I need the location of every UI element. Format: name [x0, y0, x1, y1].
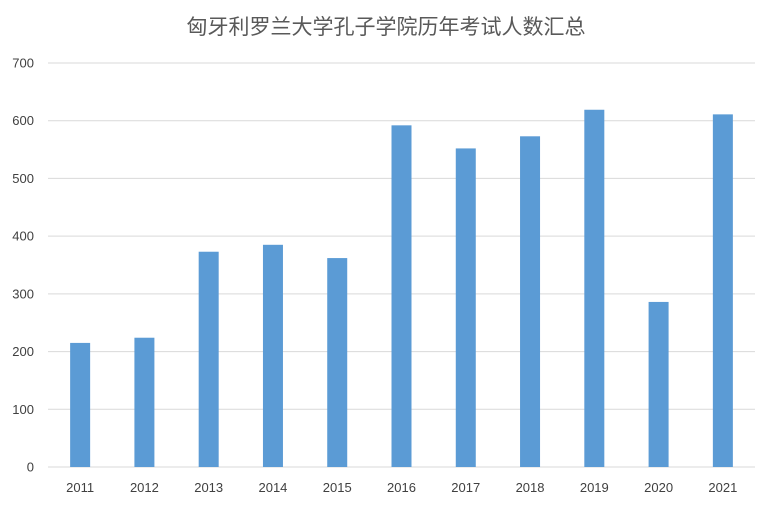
bar-2014 [262, 244, 283, 467]
y-axis-ticks: 0 100 200 300 400 500 600 700 [12, 56, 34, 475]
bar-2021 [712, 114, 733, 467]
y-tick-label: 700 [12, 56, 34, 71]
y-tick-label: 0 [27, 460, 34, 475]
y-tick-label: 100 [12, 402, 34, 417]
y-tick-label: 400 [12, 229, 34, 244]
x-tick-label: 2019 [580, 480, 609, 495]
bar-2013 [198, 251, 219, 467]
x-tick-label: 2016 [387, 480, 416, 495]
bar-2020 [648, 301, 669, 467]
x-tick-label: 2018 [516, 480, 545, 495]
bars [70, 109, 733, 468]
x-axis-ticks: 2011 2012 2013 2014 2015 2016 2017 2018 2019 2020… [66, 480, 737, 495]
x-tick-label: 2020 [644, 480, 673, 495]
y-tick-label: 200 [12, 344, 34, 359]
x-tick-label: 2014 [258, 480, 287, 495]
chart-title: 匈牙利罗兰大学孔子学院历年考试人数汇总 [187, 15, 586, 39]
y-tick-label: 600 [12, 113, 34, 128]
y-tick-label: 500 [12, 171, 34, 186]
x-tick-label: 2013 [194, 480, 223, 495]
bar-2019 [584, 109, 605, 468]
bar-2018 [520, 136, 541, 467]
x-tick-label: 2021 [708, 480, 737, 495]
bar-2012 [134, 337, 155, 467]
bar-2017 [455, 148, 476, 467]
x-tick-label: 2017 [451, 480, 480, 495]
x-tick-label: 2011 [66, 480, 94, 495]
bar-2015 [327, 258, 348, 467]
bar-2011 [70, 342, 91, 467]
y-tick-label: 300 [12, 286, 34, 301]
x-tick-label: 2015 [323, 480, 352, 495]
x-tick-label: 2012 [130, 480, 159, 495]
bar-2016 [391, 125, 412, 468]
